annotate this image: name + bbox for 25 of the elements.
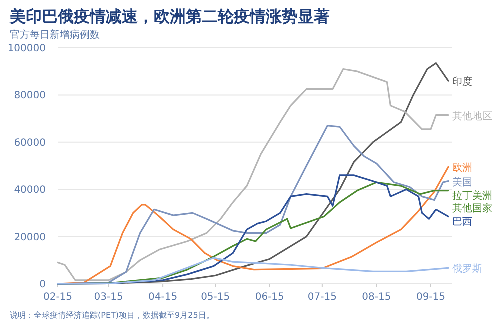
text: 说明：全球疫情经济追踪(PET)项目，数据截至9月25日。 (10, 311, 214, 320)
line-series (57, 257, 450, 285)
y-tick-label: 20000 (14, 232, 46, 244)
x-tick-label: 02-15 (43, 292, 73, 303)
y-axis-title: 官方每日新增病例数 (10, 29, 100, 41)
y-tick-label: 0 (40, 280, 46, 290)
x-tick-label: 06-15 (255, 292, 284, 303)
series-label: 美国 (452, 176, 472, 188)
y-tick-label: 40000 (14, 185, 46, 196)
series-label: 欧洲 (452, 162, 472, 174)
series-label: 印度 (452, 76, 472, 88)
x-tick-label: 05-15 (201, 292, 230, 303)
series-label: 俄罗斯 (452, 263, 482, 276)
x-tick-label: 08-15 (362, 292, 392, 303)
x-tick-label: 09-15 (416, 292, 446, 303)
x-tick-label: 03-15 (94, 292, 124, 303)
series-label: 拉丁美洲其他国家 (452, 190, 492, 214)
x-tick-label: 07-15 (308, 292, 337, 303)
y-tick-label: 60000 (14, 138, 46, 149)
chart-title: 美印巴俄疫情减速，欧洲第二轮疫情涨势显著 (9, 7, 330, 26)
x-tick-label: 04-15 (148, 292, 178, 303)
series-label: 其他地区 (452, 110, 492, 122)
series-label: 巴西 (452, 216, 472, 228)
y-tick-label: 80000 (14, 90, 46, 102)
y-tick-label: 100000 (8, 44, 46, 54)
